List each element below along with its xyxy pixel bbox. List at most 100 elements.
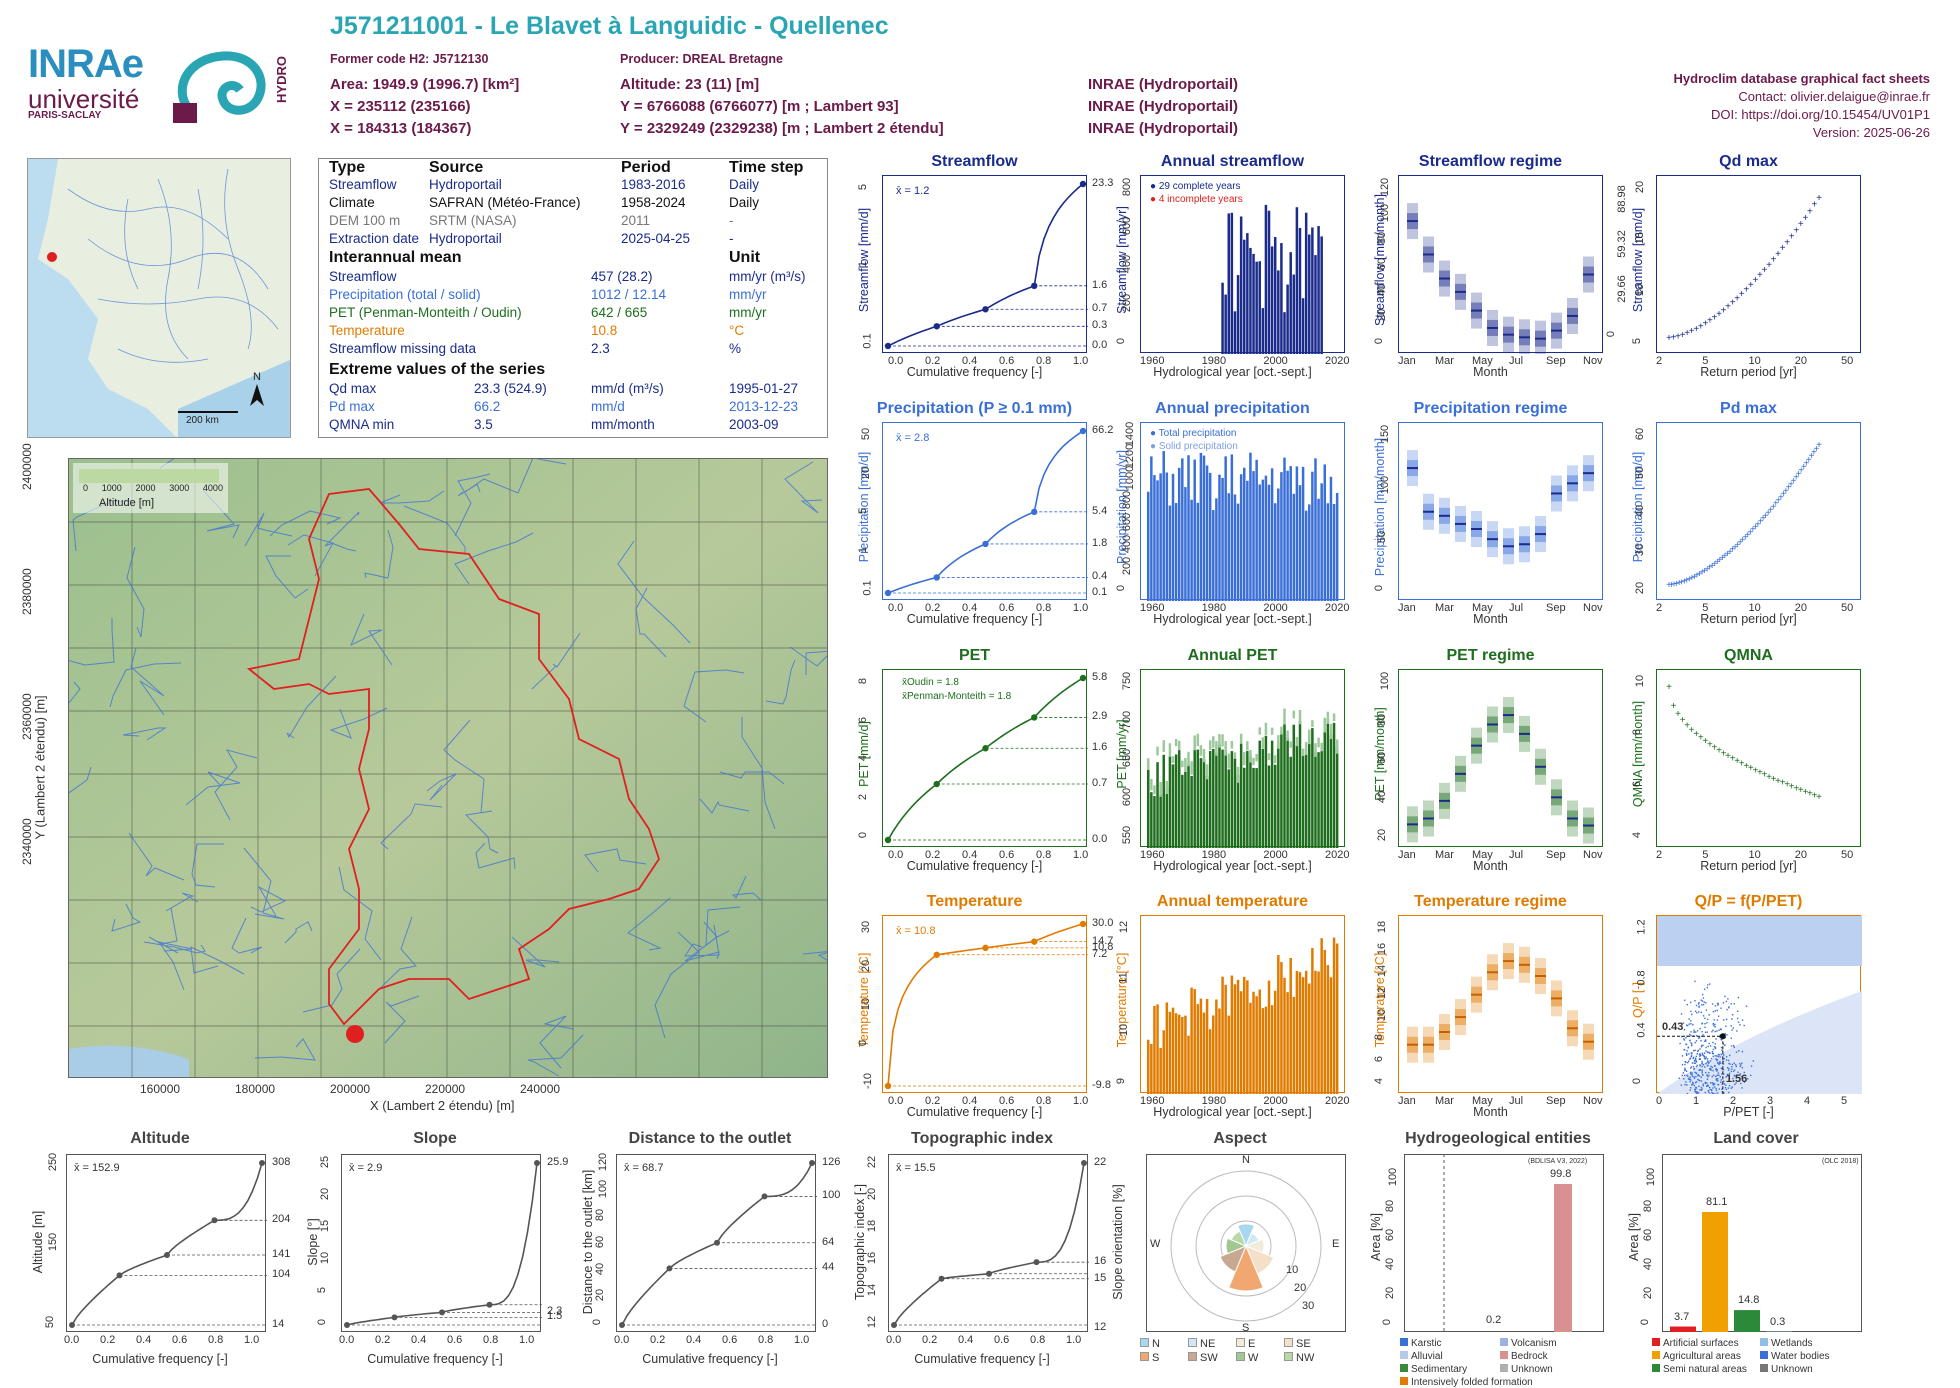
y-lambert2: Y = 2329249 (2329238) [m ; Lambert 2 éte… — [620, 120, 944, 137]
streamflow-curve — [888, 184, 1083, 346]
pd_max-svg: ++++++++++++++++++++++++++++++++++++++++… — [1657, 423, 1862, 601]
map-ytick: 2360000 — [20, 693, 34, 740]
extreme-type: Pd max — [329, 399, 375, 414]
annual_temp-bar — [1262, 1008, 1264, 1094]
annual_pet-bar — [1212, 749, 1214, 848]
annual_precip-bar — [1265, 476, 1267, 601]
qp-point — [1715, 1026, 1716, 1027]
qp-point — [1684, 1068, 1685, 1069]
qp-point — [1723, 1002, 1724, 1003]
annual_pet-bar-oudin — [1218, 734, 1220, 748]
qp_ppet-xtick: 2 — [1730, 1095, 1736, 1107]
temp-right-tick: 7.2 — [1092, 948, 1107, 960]
pd_max-ytick: 50 — [1634, 466, 1646, 478]
annual_pet-bar — [1193, 750, 1195, 848]
annual_temp-bar — [1228, 1016, 1230, 1094]
annual_precip-bar — [1159, 473, 1161, 601]
qp-point — [1728, 1092, 1729, 1093]
qp-point — [1707, 1079, 1708, 1080]
qp_ppet-plot-area — [1656, 915, 1861, 1093]
qp-point — [1723, 1054, 1724, 1055]
aspect-legend-item: E — [1236, 1338, 1255, 1350]
annual_pet-bar — [1206, 776, 1208, 848]
hydrogeo-value: 99.8 — [1550, 1168, 1571, 1180]
annual_pet-bar — [1277, 741, 1279, 848]
mean-unit: mm/yr — [729, 305, 767, 320]
annual_streamflow-bar — [1255, 262, 1257, 354]
qp-point — [1729, 1055, 1730, 1056]
precip-ytick: 0.1 — [862, 580, 874, 595]
qp-point — [1701, 1031, 1702, 1032]
scale-label: 200 km — [186, 415, 219, 426]
annual_streamflow-bar — [1265, 205, 1267, 354]
qp-point — [1709, 1087, 1710, 1088]
annual_precip-bar — [1206, 466, 1208, 601]
topo-xtick: 0.2 — [922, 1334, 937, 1346]
qp-point — [1681, 1084, 1682, 1085]
annual_temp-bar — [1212, 1015, 1214, 1094]
annual_pet-bar-oudin — [1240, 734, 1242, 744]
pet-legend-item: x̄Penman-Monteith = 1.8 — [902, 691, 1011, 702]
legend-label: Artificial surfaces — [1663, 1338, 1739, 1349]
precip_regime-ytick: 0 — [1373, 585, 1385, 591]
annual_pet-bar-oudin — [1209, 740, 1211, 750]
annual_streamflow-bar — [1320, 236, 1322, 354]
pet_regime-title: PET regime — [1368, 647, 1613, 665]
qp-point — [1699, 1053, 1700, 1054]
temp-xtick: 0.8 — [1036, 1095, 1051, 1107]
hydrogeo-legend-item: Unknown — [1500, 1364, 1553, 1375]
streamflow-mean-label: x̄ = 1.2 — [896, 185, 929, 197]
landcover-legend-item: Unknown — [1760, 1364, 1813, 1375]
map-ytick: 2340000 — [20, 818, 34, 865]
qp-point — [1725, 1026, 1726, 1027]
annual_pet-xtick: 1980 — [1202, 849, 1226, 861]
aspect-compass-label: N — [1242, 1154, 1250, 1166]
qp-point — [1713, 1023, 1714, 1024]
doi: DOI: https://doi.org/10.15454/UV01P1 — [1674, 106, 1930, 124]
qp-mean-point — [1720, 1033, 1726, 1039]
precip-xtick: 0.2 — [925, 602, 940, 614]
annual_streamflow-legend-item: ● 29 complete years — [1150, 181, 1241, 192]
annual_pet-bar — [1203, 759, 1205, 848]
legend-swatch — [1760, 1338, 1768, 1346]
annual_streamflow-bar — [1296, 207, 1298, 354]
qp-point — [1705, 1063, 1706, 1064]
map-xtick: 220000 — [425, 1082, 465, 1096]
qmna-xlabel: Return period [yr] — [1626, 859, 1871, 873]
paris-saclay-logo: PARIS-SACLAY — [28, 110, 101, 121]
legend-label: Wetlands — [1771, 1338, 1813, 1349]
qp-point — [1684, 1064, 1685, 1065]
version: Version: 2025-06-26 — [1674, 124, 1930, 142]
qp-point — [1683, 1072, 1684, 1073]
extreme-type: QMNA min — [329, 417, 394, 432]
pet_regime-xtick: Jan — [1398, 849, 1416, 861]
qp-point — [1731, 1068, 1732, 1069]
annual_temp-bar — [1206, 999, 1208, 1094]
annual_pet-bar — [1159, 794, 1161, 848]
qp-point — [1697, 1065, 1698, 1066]
info-period: 2025-04-25 — [621, 231, 690, 246]
qp-point — [1716, 1030, 1717, 1031]
qp-point — [1715, 1043, 1716, 1044]
annual_temp-bar — [1311, 948, 1313, 1094]
annual_temp-bar — [1324, 950, 1326, 1094]
annual_temp-bar — [1231, 976, 1233, 1094]
landcover-value: 14.8 — [1738, 1294, 1759, 1306]
annual_precip-bar — [1197, 503, 1199, 601]
annual_temp-bar — [1277, 955, 1279, 1094]
mean-unit: °C — [729, 323, 744, 338]
qp-point — [1694, 1078, 1695, 1079]
mean-type: PET (Penman-Monteith / Oudin) — [329, 305, 522, 320]
col-timestep: Time step — [729, 159, 803, 177]
annual_streamflow-ytick: 0 — [1115, 338, 1127, 344]
qp-point — [1712, 1051, 1713, 1052]
annual_precip-bar — [1271, 468, 1273, 601]
annual_pet-bar — [1178, 750, 1180, 848]
pet-ytick: 8 — [857, 678, 869, 684]
qp-point — [1706, 1082, 1707, 1083]
qp-point — [1679, 1078, 1680, 1079]
temp-xtick: 0.2 — [925, 1095, 940, 1107]
altitude-xlabel: Cumulative frequency [-] — [30, 1352, 290, 1366]
